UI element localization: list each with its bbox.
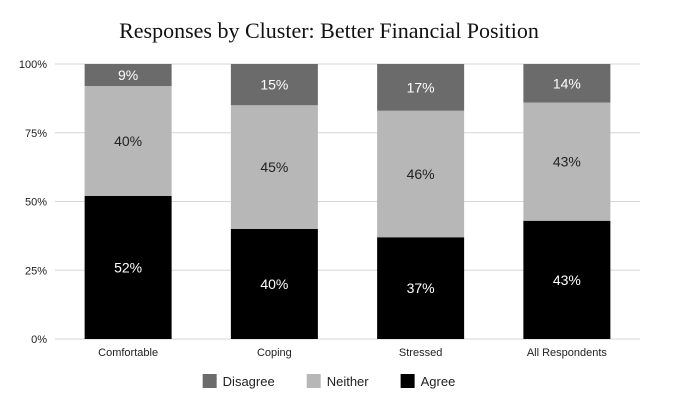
bar-neither-coping [230,105,318,229]
data-label: 17% [407,79,435,95]
data-label: 40% [260,276,288,292]
y-tick-label: 75% [25,128,47,140]
x-axis: Comfortable Coping Stressed All Respondents [98,347,607,359]
data-label: 45% [260,159,288,175]
bar-neither-all-respondents [523,102,611,221]
bar-agree-all-respondents [523,220,611,339]
bar-agree-coping [230,229,318,339]
legend-swatch-disagree [202,374,217,388]
chart-title: Responses by Cluster: Better Financial P… [119,18,539,43]
data-label: 52% [114,260,142,276]
y-axis: 0% 25% 50% 75% 100% [19,59,47,346]
y-tick-label: 25% [25,265,47,277]
legend-label-agree: Agree [421,374,456,389]
bar-disagree-coping [230,64,318,106]
x-tick-label: Stressed [399,347,442,359]
legend-label-disagree: Disagree [223,374,275,389]
data-label: 43% [553,272,581,288]
bar-disagree-stressed [377,64,465,111]
bar-neither-comfortable [84,86,172,196]
data-label: 40% [114,133,142,149]
data-label: 46% [407,166,435,182]
bar-agree-stressed [377,237,465,339]
legend: Disagree Neither Agree [202,374,456,389]
legend-swatch-agree [400,374,415,388]
data-label: 15% [260,77,288,93]
y-tick-label: 100% [19,59,47,71]
y-tick-label: 50% [25,197,47,209]
bars: 52% 40% 9% 40% 45% 15% 37% 46% 17% 43% 43% 14% [84,64,611,339]
bar-agree-comfortable [84,196,172,339]
x-tick-label: All Respondents [527,347,608,359]
bar-disagree-all-respondents [523,64,611,103]
legend-label-neither: Neither [327,374,370,389]
data-label: 14% [553,75,581,91]
data-label: 9% [118,67,138,83]
bar-disagree-comfortable [84,64,172,86]
data-label: 43% [553,154,581,170]
x-tick-label: Comfortable [98,347,158,359]
bar-neither-stressed [377,110,465,238]
data-label: 37% [407,280,435,296]
x-tick-label: Coping [257,347,292,359]
legend-swatch-neither [306,374,321,388]
y-tick-label: 0% [31,334,47,346]
